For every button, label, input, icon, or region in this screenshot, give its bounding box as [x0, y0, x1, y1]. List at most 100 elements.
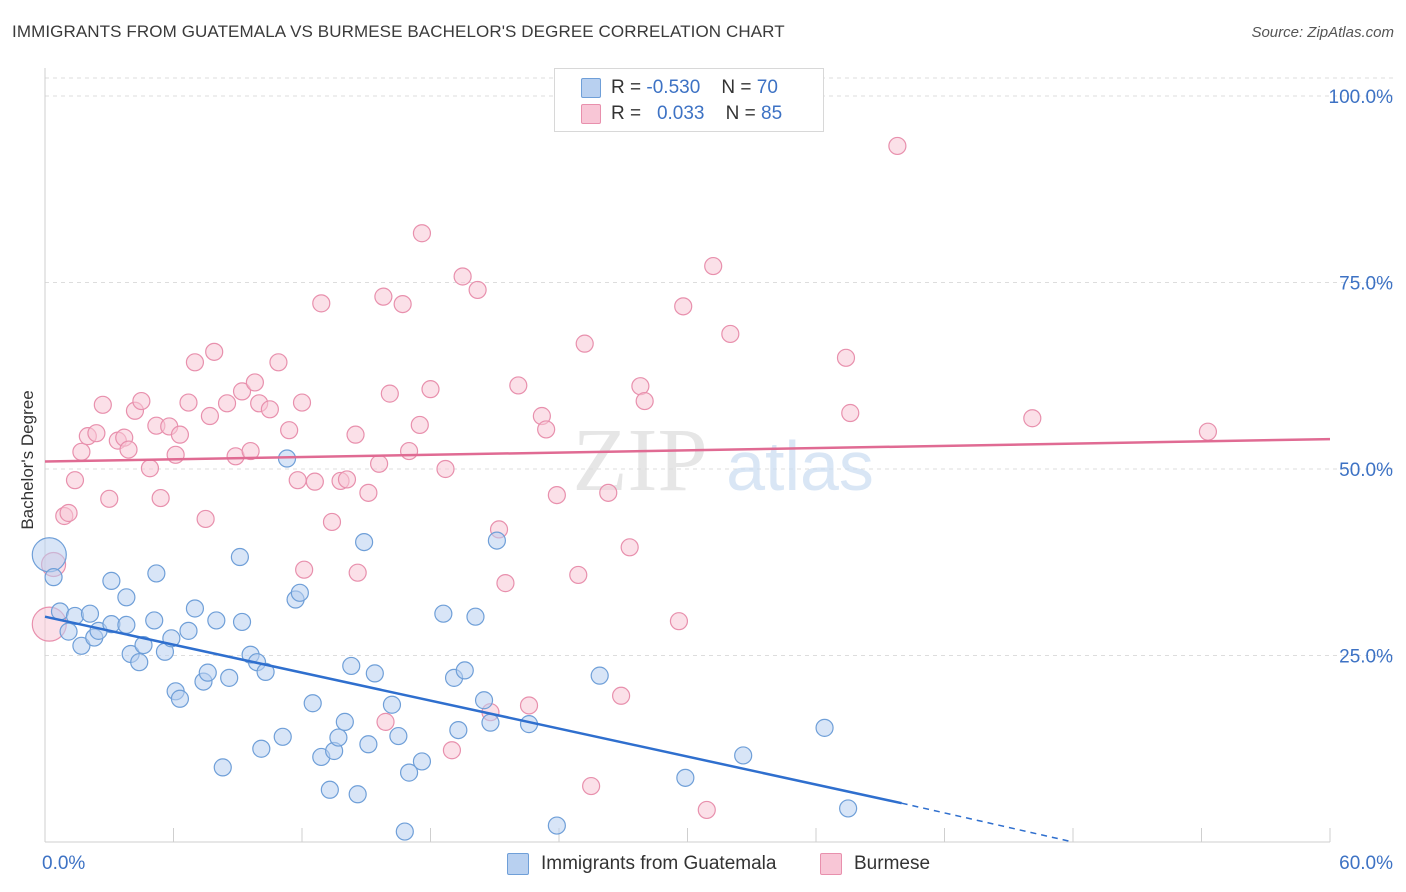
- burmese-point: [260, 400, 279, 419]
- burmese-point: [312, 294, 331, 313]
- guatemala-point: [466, 607, 485, 626]
- y-tick-label: 25.0%: [1339, 646, 1393, 667]
- y-tick-label: 75.0%: [1339, 273, 1393, 294]
- burmese-point: [72, 442, 91, 461]
- burmese-point: [59, 503, 78, 523]
- burmese-point: [205, 342, 224, 361]
- burmese-point: [87, 424, 106, 443]
- legend-guatemala[interactable]: Immigrants from Guatemala: [507, 852, 776, 876]
- trend-extension-guatemala: [901, 802, 1074, 843]
- watermark: ZIP atlas: [573, 411, 874, 510]
- trend-line-burmese: [44, 437, 1331, 463]
- burmese-point: [704, 256, 723, 276]
- guatemala-point: [839, 799, 858, 818]
- legend-burmese[interactable]: Burmese: [820, 852, 930, 876]
- n-value-burmese: 85: [761, 103, 783, 124]
- r-value-burmese: 0.033: [656, 103, 705, 124]
- guatemala-point: [256, 662, 275, 682]
- burmese-point: [93, 395, 112, 414]
- burmese-point: [269, 353, 288, 372]
- burmese-point: [232, 382, 252, 401]
- burmese-point: [620, 538, 639, 557]
- burmese-point: [151, 488, 170, 508]
- trend-lines: [44, 437, 1331, 843]
- r-label: R =: [611, 103, 642, 124]
- burmese-point: [519, 696, 539, 715]
- burmese-point: [280, 421, 299, 440]
- burmese-point: [241, 441, 260, 461]
- burmese-point: [196, 509, 215, 529]
- guatemala-point: [44, 568, 63, 587]
- burmese-point: [393, 295, 412, 314]
- guatemala-point: [547, 816, 566, 835]
- guatemala-point: [355, 532, 374, 552]
- burmese-point: [575, 334, 594, 353]
- guatemala-point: [170, 689, 190, 708]
- burmese-point: [376, 712, 395, 731]
- burmese-point: [292, 393, 312, 412]
- guatemala-point: [395, 822, 414, 841]
- guatemala-point: [320, 780, 339, 799]
- burmese-point: [322, 512, 342, 532]
- guatemala-point: [102, 571, 121, 590]
- burmese-point: [569, 565, 588, 585]
- guatemala-point: [342, 656, 361, 676]
- guatemala-point: [481, 713, 500, 732]
- burmese-point: [170, 425, 190, 444]
- guatemala-point: [487, 531, 506, 550]
- burmese-point: [582, 776, 601, 796]
- burmese-point: [348, 563, 367, 582]
- burmese-point: [669, 612, 689, 631]
- guatemala-point: [213, 758, 232, 777]
- burmese-point: [410, 415, 429, 435]
- burmese-point: [631, 377, 650, 396]
- guatemala-point: [198, 663, 217, 682]
- guatemala-point: [179, 621, 198, 640]
- burmese-point: [1023, 409, 1042, 428]
- guatemala-point: [590, 666, 609, 685]
- burmese-point: [337, 470, 357, 489]
- guatemala-point: [147, 564, 166, 583]
- burmese-point: [245, 373, 264, 392]
- burmese-point: [399, 441, 419, 461]
- guatemala-point: [335, 712, 354, 731]
- guatemala-point: [252, 739, 271, 758]
- burmese-point: [697, 800, 716, 820]
- guatemala-point: [207, 611, 226, 630]
- guatemala-point: [389, 726, 408, 746]
- guatemala-point: [117, 588, 136, 607]
- burmese-point: [380, 384, 399, 403]
- r-label: R =: [611, 77, 642, 98]
- legend-swatch-burmese: [820, 853, 842, 875]
- n-label: N =: [721, 77, 752, 98]
- watermark-atlas: atlas: [726, 427, 874, 505]
- y-tick-label: 50.0%: [1339, 460, 1393, 481]
- gridlines: [45, 77, 1395, 656]
- burmese-point: [721, 324, 740, 344]
- guatemala-point: [359, 735, 378, 754]
- guatemala-point: [449, 720, 468, 740]
- burmese-point: [185, 353, 205, 372]
- guatemala-point: [365, 664, 384, 683]
- tick-labels: 25.0% 50.0% 75.0% 100.0% 0.0% 60.0%: [42, 87, 1393, 874]
- burmese-point: [295, 560, 314, 579]
- legend-swatch-guatemala: [507, 853, 529, 875]
- burmese-point: [346, 425, 365, 444]
- burmese-point: [65, 471, 85, 490]
- guatemala-point: [232, 612, 252, 632]
- n-value-guatemala: 70: [756, 77, 778, 98]
- guatemala-point: [59, 622, 78, 641]
- guatemala-point: [412, 752, 432, 771]
- burmese-point: [836, 348, 856, 367]
- r-value-guatemala: -0.530: [646, 77, 701, 98]
- stats-legend-box: R = -0.530 N = 70 R = 0.033 N = 85: [554, 68, 824, 132]
- burmese-point: [442, 741, 462, 760]
- burmese-point: [421, 380, 440, 399]
- watermark-zip: ZIP: [573, 411, 708, 510]
- guatemala-point: [399, 763, 419, 782]
- burmese-point: [200, 406, 220, 426]
- guatemala-swatch: [581, 78, 601, 98]
- burmese-point: [1198, 422, 1218, 441]
- legend-label-burmese: Burmese: [854, 853, 931, 874]
